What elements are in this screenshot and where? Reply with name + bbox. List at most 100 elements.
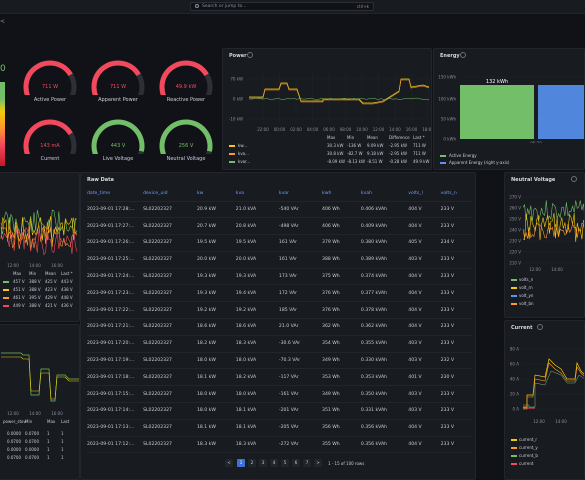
table-cell: SL02202327 xyxy=(143,201,197,219)
page-button[interactable]: 6 xyxy=(292,459,300,467)
legend-swatch xyxy=(3,289,9,291)
table-row[interactable]: 2023-09-01 17:12:... SL02202327 18.3 kW 18.… xyxy=(87,436,473,454)
prev-page-button[interactable]: < xyxy=(225,459,233,467)
table-cell: 233 V xyxy=(440,251,473,269)
left-bar-value: 0 xyxy=(0,64,6,74)
table-cell: 18.6 kW xyxy=(196,318,236,336)
gauge-value: 49.9 kW xyxy=(175,84,197,90)
power-series-kvar xyxy=(248,97,430,101)
column-header-date-time[interactable]: date_time xyxy=(87,187,144,202)
table-cell: -201 VAr xyxy=(278,402,323,420)
energy-bar-label: 132 kWh xyxy=(486,79,508,85)
column-header-volts-l[interactable]: volts_l xyxy=(408,187,441,202)
xtick: 14:00 xyxy=(29,411,41,416)
legend-value: 9.18 kW xyxy=(367,151,384,156)
table-row[interactable]: 2023-09-01 17:21:... SL02202327 18.6 kW 18.… xyxy=(87,318,473,336)
legend-value: 0.0700 xyxy=(25,455,39,460)
page-button[interactable]: 1 xyxy=(237,459,245,467)
info-icon[interactable] xyxy=(537,324,543,330)
power-stov-chart: 12:00 14:00 16:00 xyxy=(1,352,79,416)
current-title: Current xyxy=(511,325,533,331)
legend-name: volt_yn xyxy=(519,293,534,298)
table-cell: 19.4 kVA xyxy=(235,284,279,303)
table-row[interactable]: 2023-09-01 17:25:... SL02202327 20.0 kW 20.… xyxy=(87,251,473,269)
legend-value: -2.95 kW xyxy=(389,151,407,156)
table-cell: 404 V xyxy=(408,201,441,219)
page-button[interactable]: 2 xyxy=(248,459,256,467)
gauge: 443 V Live Voltage xyxy=(88,114,148,166)
table-row[interactable]: 2023-09-01 17:24:... SL02202327 19.3 kW 19.… xyxy=(87,268,473,286)
table-cell: SL02202327 xyxy=(143,301,197,320)
legend-name: kva... xyxy=(238,151,249,156)
table-cell: 0.389 kVAh xyxy=(360,251,409,269)
table-row[interactable]: 2023-09-01 17:23:... SL02202327 19.3 kW 19.… xyxy=(87,284,473,303)
next-page-button[interactable]: > xyxy=(314,459,322,467)
info-icon[interactable] xyxy=(571,176,577,182)
column-header-volts-n[interactable]: volts_n xyxy=(440,187,473,202)
legend-swatch xyxy=(3,305,9,307)
xtick: 16:00 xyxy=(51,263,63,268)
table-cell: 18.0 kVA xyxy=(235,385,279,404)
gauge: 711 W Active Power xyxy=(20,55,80,107)
search-bar[interactable]: Search or jump to... ctrl+k xyxy=(190,2,374,11)
table-row[interactable]: 2023-09-01 17:28:... SL02202327 20.9 kW 21.… xyxy=(87,201,473,219)
table-row[interactable]: 2023-09-01 17:19:... SL02202327 18.0 kW 18.… xyxy=(87,352,473,370)
table-cell: 0.356 kVAh xyxy=(360,436,409,454)
column-header-kwh[interactable]: kwh xyxy=(322,187,361,202)
table-cell: 0.356 kVAh xyxy=(360,419,409,437)
table-cell: 2023-09-01 17:25:... xyxy=(87,251,144,269)
energy-panel-title: Energy xyxy=(440,53,460,59)
legend-value: -82.7 W xyxy=(347,151,363,156)
power-xtick: 08:00 xyxy=(340,127,352,132)
legend-header: Difference xyxy=(389,135,410,140)
page-button[interactable]: 4 xyxy=(270,459,278,467)
column-header-kvar[interactable]: kvar xyxy=(278,187,323,202)
page-button[interactable]: 7 xyxy=(303,459,311,467)
table-cell: 19.2 kW xyxy=(196,301,236,320)
column-header-kvah[interactable]: kvah xyxy=(360,187,409,202)
table-cell: 2023-09-01 17:26:... xyxy=(87,234,144,252)
table-row[interactable]: 2023-09-01 17:27:... SL02202327 20.7 kW 20.… xyxy=(87,217,473,236)
table-cell: 18.1 kW xyxy=(196,368,236,387)
ytick: 0 A xyxy=(512,407,519,412)
legend-value: -136 W xyxy=(347,143,362,148)
legend-value: 0.0700 xyxy=(7,455,21,460)
legend-value: 451 V xyxy=(13,287,25,292)
legend-name: volt_bn xyxy=(519,301,534,306)
table-cell: -272 VAr xyxy=(278,436,323,454)
gauge-value: 711 W xyxy=(109,84,127,90)
table-row[interactable]: 2023-09-01 17:15:... SL02202327 18.0 kW 18.… xyxy=(87,385,473,404)
table-row[interactable]: 2023-09-01 17:13:... SL02202327 18.1 kW 18.… xyxy=(87,419,473,437)
page-button[interactable]: 3 xyxy=(259,459,267,467)
table-cell: 376 Wh xyxy=(322,301,361,320)
column-header-kw[interactable]: kw xyxy=(196,187,236,202)
gauge-label: Apparent Power xyxy=(98,97,138,103)
column-header-kva[interactable]: kva xyxy=(235,187,279,202)
table-row[interactable]: 2023-09-01 17:18:... SL02202327 18.1 kW 18.… xyxy=(87,368,473,387)
table-row[interactable]: 2023-09-01 17:22:... SL02202327 19.2 kW 19.… xyxy=(87,301,473,320)
table-row[interactable]: 2023-09-01 17:14:... SL02202327 18.0 kW 18.… xyxy=(87,402,473,420)
energy-ytick: 100 kWh xyxy=(438,97,456,102)
table-cell: 230 V xyxy=(440,368,473,387)
info-icon[interactable] xyxy=(247,52,253,58)
power-panel: Power 70 kW 0 kW -10 kW 22:00 00:00 02:00 04:0… xyxy=(222,48,432,170)
info-icon[interactable] xyxy=(460,52,466,58)
energy-ytick: 50 kWh xyxy=(441,117,457,122)
page-button[interactable]: 5 xyxy=(281,459,289,467)
pagination: <1 2 3 4 5 6 7 >1 - 15 of 100 rows xyxy=(225,459,425,469)
table-cell: 18.3 kW xyxy=(196,436,236,454)
table-cell: 232 V xyxy=(440,352,473,370)
legend-value: 1 xyxy=(47,439,50,444)
table-row[interactable]: 2023-09-01 17:20:... SL02202327 18.2 kW 18.… xyxy=(87,335,473,353)
power-series-kva xyxy=(249,79,430,105)
power-ytick: -10 kW xyxy=(229,117,243,122)
column-header-device-uid[interactable]: device_uid xyxy=(143,187,197,202)
legend-value: 711 W xyxy=(413,151,426,156)
shortcut-hint: ctrl+k xyxy=(356,4,369,9)
legend-swatch xyxy=(229,145,235,147)
search-icon xyxy=(195,4,199,8)
legend-value: 425 V xyxy=(45,279,57,284)
share-icon[interactable]: < xyxy=(0,18,6,25)
table-row[interactable]: 2023-09-01 17:26:... SL02202327 19.5 kW 19.… xyxy=(87,234,473,252)
legend-value: 1 xyxy=(61,439,64,444)
